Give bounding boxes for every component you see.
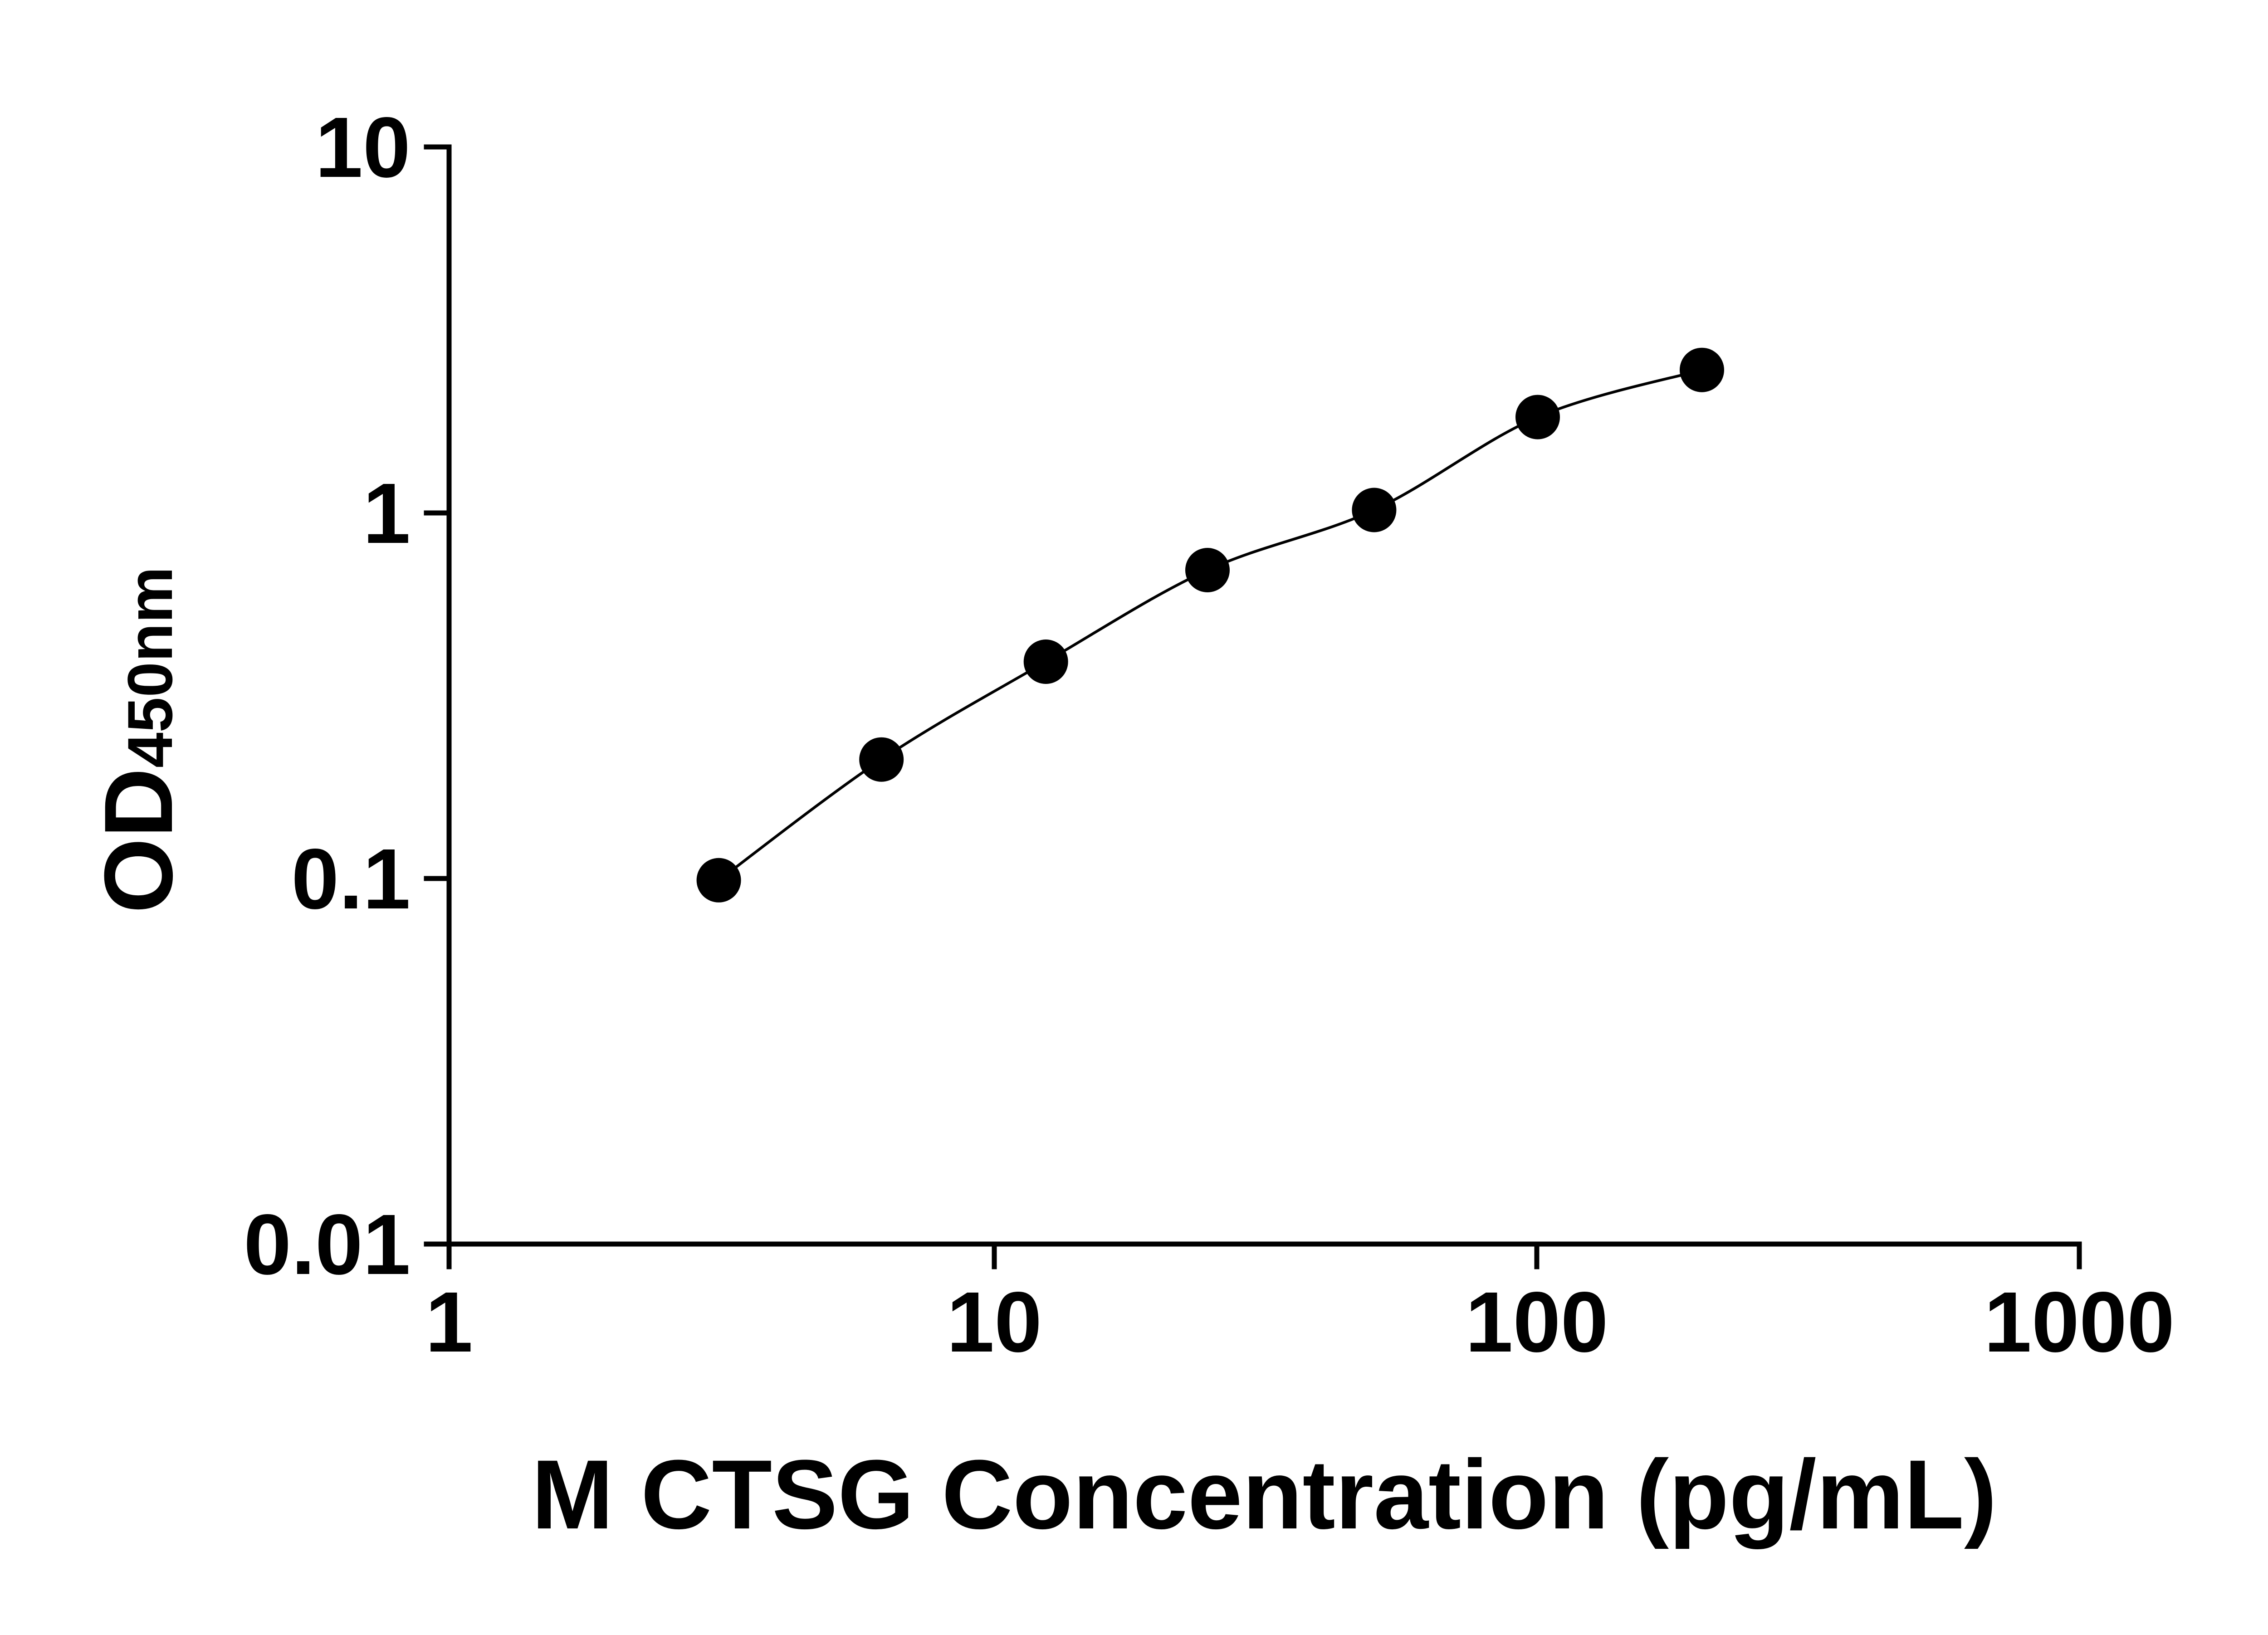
svg-text:0.01: 0.01 (244, 1197, 411, 1293)
svg-text:1: 1 (363, 466, 411, 561)
svg-text:0.1: 0.1 (291, 831, 411, 927)
svg-text:100: 100 (1465, 1274, 1608, 1370)
svg-text:10: 10 (947, 1274, 1042, 1370)
svg-text:1: 1 (425, 1274, 473, 1370)
svg-text:OD450nm: OD450nm (84, 566, 193, 913)
svg-text:1000: 1000 (1984, 1274, 2175, 1370)
svg-text:10: 10 (315, 100, 411, 195)
svg-text:M CTSG Concentration (pg/mL): M CTSG Concentration (pg/mL) (532, 1440, 1997, 1549)
